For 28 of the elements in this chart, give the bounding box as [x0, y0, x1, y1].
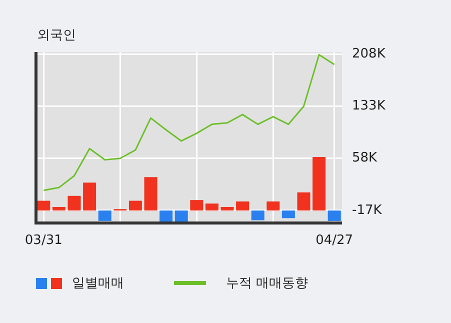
y-tick-label: -17K: [352, 202, 382, 218]
bar: [312, 156, 326, 210]
bar: [174, 210, 188, 222]
y-tick-label: 133K: [352, 98, 386, 114]
chart-title: 외국인: [37, 27, 76, 44]
bar: [328, 210, 341, 221]
bar: [98, 210, 112, 221]
x-tick-label: 04/27: [316, 233, 354, 248]
bar: [266, 201, 280, 210]
y-tick-label: 208K: [352, 46, 386, 62]
bar: [282, 210, 295, 218]
bar: [52, 207, 66, 210]
bar: [220, 207, 234, 210]
legend-label: 일별매매: [72, 275, 124, 292]
bar: [251, 210, 264, 220]
legend-label: 누적 매매동향: [226, 275, 308, 292]
bar: [190, 200, 204, 210]
bar: [128, 200, 142, 210]
x-tick-label: 03/31: [24, 233, 62, 248]
bar: [160, 210, 173, 222]
bar: [297, 192, 310, 210]
bar: [144, 177, 158, 210]
bar: [68, 196, 81, 210]
bar: [83, 182, 96, 210]
bar: [37, 200, 50, 210]
y-tick-label: 58K: [352, 150, 378, 166]
bar: [236, 201, 250, 210]
bar: [205, 204, 218, 210]
